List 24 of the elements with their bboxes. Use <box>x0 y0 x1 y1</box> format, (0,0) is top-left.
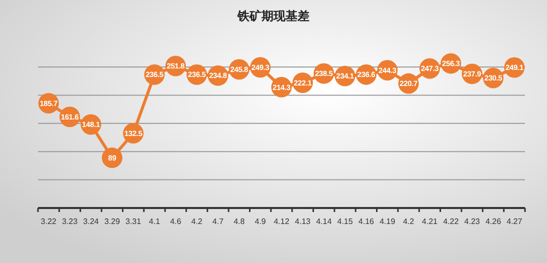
x-tick-label: 4.1 <box>148 216 161 226</box>
x-tick-label: 3.29 <box>104 216 120 226</box>
x-tick-label: 4.16 <box>358 216 375 226</box>
x-tick-label: 4.2 <box>191 216 203 226</box>
x-tick-label: 4.8 <box>234 216 246 226</box>
x-tick-label: 4.19 <box>380 216 396 226</box>
x-tick-label: 4.15 <box>337 216 354 226</box>
x-tick-label: 4.6 <box>170 216 182 226</box>
x-tick-label: 4.21 <box>422 216 438 226</box>
x-tick-label: 4.14 <box>316 216 332 226</box>
x-tick-label: 4.23 <box>464 216 480 226</box>
chart-title: 铁矿期现基差 <box>236 9 310 23</box>
x-tick-label: 4.22 <box>443 216 460 226</box>
x-tick-label: 4.2 <box>402 216 415 226</box>
x-tick-label: 3.31 <box>125 216 142 226</box>
x-tick-label: 4.27 <box>506 216 523 226</box>
x-tick-label: 4.9 <box>254 216 266 226</box>
x-tick-label: 3.24 <box>83 216 100 226</box>
x-tick-label: 3.22 <box>40 216 57 226</box>
x-tick-label: 4.26 <box>485 216 502 226</box>
x-tick-label: 4.12 <box>274 216 290 226</box>
x-tick-label: 4.7 <box>212 216 224 226</box>
x-tick-label: 3.23 <box>62 216 78 226</box>
x-tick-label: 4.13 <box>294 216 312 226</box>
